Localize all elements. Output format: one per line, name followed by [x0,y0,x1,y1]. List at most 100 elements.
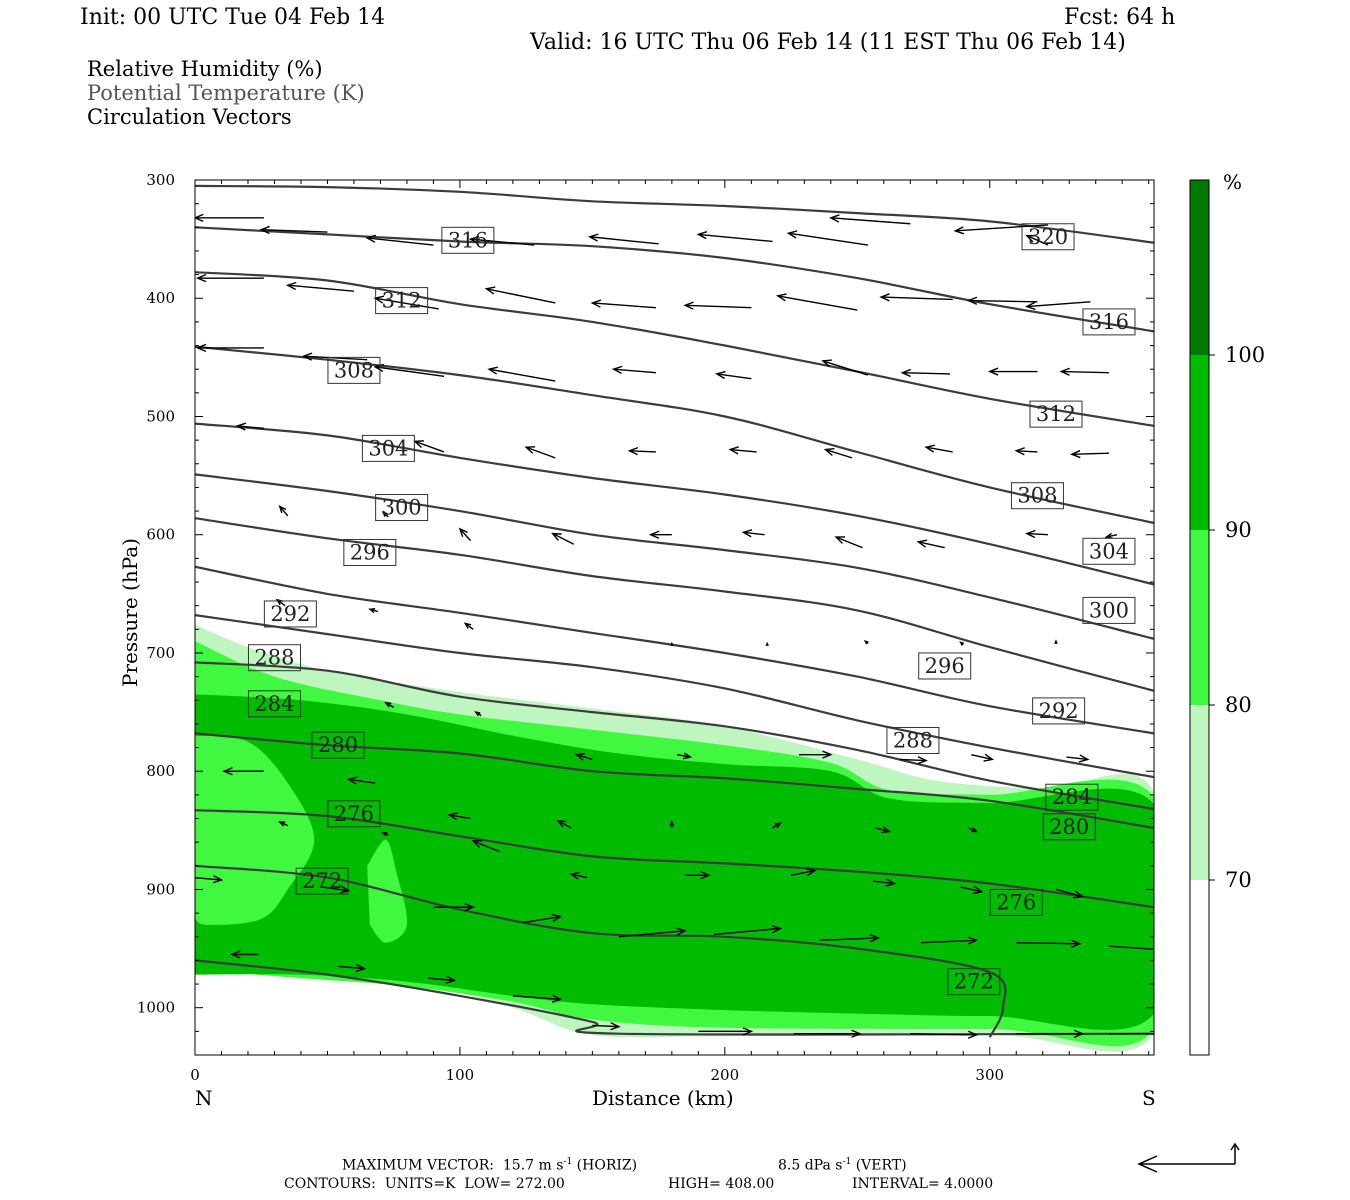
theta-contour-308 [195,345,1154,524]
circulation-vector [741,529,765,538]
circulation-vector [447,812,471,821]
rh-region-90-3 [195,735,315,925]
vert-tag: (VERT) [855,1157,907,1174]
svg-text:288: 288 [254,646,294,670]
x-tick-label-100: 100 [446,1066,475,1084]
circulation-vector [301,352,368,361]
contour-label-288-right: 288 [886,726,940,754]
svg-text:300: 300 [382,496,422,520]
circulation-vector [821,359,869,376]
circulation-vector [1054,639,1058,645]
colorbar-swatch [1190,355,1209,530]
theta-contour-288 [195,614,1154,779]
circulation-vector [765,641,769,647]
contours-line: CONTOURS: UNITS=K LOW= 272.00 [284,1176,565,1192]
plot-frame [194,179,1155,1056]
theta-contour-300 [195,473,1154,640]
circulation-vector [222,767,264,776]
circulation-vector [285,281,355,292]
colorbar-swatch [1190,530,1209,705]
circulation-vector [1108,945,1154,954]
circulation-vector [337,963,367,973]
colorbar-swatch [1190,880,1209,1055]
theta-contour-292 [195,565,1154,735]
circulation-vector [910,1030,979,1039]
contour-label-296-right: 296 [918,652,972,680]
svg-text:316: 316 [1089,310,1129,334]
circulation-vector [381,511,389,518]
svg-text:308: 308 [334,358,374,382]
contours-interval: INTERVAL= 4.0000 [852,1176,994,1192]
theta-contour-276 [195,809,1154,909]
legend-circulation-vectors: Circulation Vectors [87,105,292,129]
circulation-vector [428,975,457,984]
max-vector-line: MAXIMUM VECTOR: 15.7 m s-1 (HORIZ) [342,1157,637,1174]
max-vert-line: 8.5 dPa s-1 (VERT) [778,1157,907,1174]
contours-label: CONTOURS: [284,1176,376,1192]
colorbar-level-100: 100 [1225,343,1265,367]
theta-contour-296 [195,517,1154,692]
axes: 300 400 500 600 700 800 900 1000 0 100 200 300 [137,171,1155,1084]
contour-label-320-right: 320 [1021,223,1075,251]
circulation-vector [786,230,868,246]
reference-vector-icon [1137,1142,1240,1173]
theta-contour-312 [195,271,1154,427]
circulation-vector [987,367,1038,376]
contour-label-304-right: 304 [1082,537,1136,565]
x-end-label-south: S [1142,1086,1156,1110]
contour-label-304-left: 304 [361,434,415,462]
circulation-vector [820,934,881,943]
circulation-vector [468,235,535,246]
circulation-vector [1014,447,1038,456]
circulation-vector [512,994,563,1003]
horiz-tag: (HORIZ) [576,1157,638,1174]
contours-high: HIGH= 408.00 [668,1176,775,1192]
theta-contour-268 [195,959,1154,1036]
svg-text:316: 316 [448,228,488,252]
circulation-vector [195,343,264,353]
circulation-vector [683,301,752,310]
circulation-vector [971,753,995,762]
horiz-exponent: -1 [563,1157,573,1167]
max-vector-label: MAXIMUM VECTOR: [342,1157,494,1174]
svg-text:272: 272 [954,970,994,994]
circulation-vector [259,225,328,235]
x-tick-label-300: 300 [975,1066,1004,1084]
circulation-vector [1016,1029,1085,1038]
contour-label-308-right: 308 [1010,482,1064,510]
y-tick-label-500: 500 [146,407,175,425]
circulation-vector [924,444,953,453]
circulation-vector [551,532,575,545]
forecast-hour: Fcst: 64 h [1064,5,1176,30]
circulation-vector [195,273,264,283]
circulation-vector [1025,529,1049,539]
svg-text:280: 280 [318,733,358,757]
svg-text:296: 296 [925,654,965,678]
legend-potential-temperature: Potential Temperature (K) [87,81,365,105]
contour-label-292-right: 292 [1032,697,1086,725]
contour-label-276-right: 276 [989,888,1043,916]
svg-text:304: 304 [368,436,408,460]
contour-labels: 320 316 312 308 304 300 296 292 288 284 280 276 272 3… [247,223,1136,996]
circulation-vector [365,234,434,246]
circulation-vector [873,878,897,887]
circulation-vector [569,871,588,880]
circulation-vector [278,821,289,827]
y-tick-label-400: 400 [146,289,175,307]
svg-text:284: 284 [254,692,294,716]
max-horiz-value: 15.7 m s [502,1157,564,1174]
contour-label-272-left: 272 [295,867,349,895]
svg-text:304: 304 [1089,539,1129,563]
svg-text:292: 292 [1039,699,1079,723]
contour-label-292-left: 292 [263,600,317,628]
colorbar-level-90: 90 [1225,518,1252,542]
y-axis-label: Pressure (hPa) [118,538,142,687]
svg-text:276: 276 [996,890,1036,914]
circulation-vector [627,446,656,456]
relative-humidity-fill [195,624,1154,1052]
circulation-vector [1070,449,1109,459]
circulation-vector [900,368,951,378]
circulation-vector [1104,532,1118,539]
contour-label-272-right: 272 [947,968,1001,996]
x-tick-label-0: 0 [190,1066,200,1084]
